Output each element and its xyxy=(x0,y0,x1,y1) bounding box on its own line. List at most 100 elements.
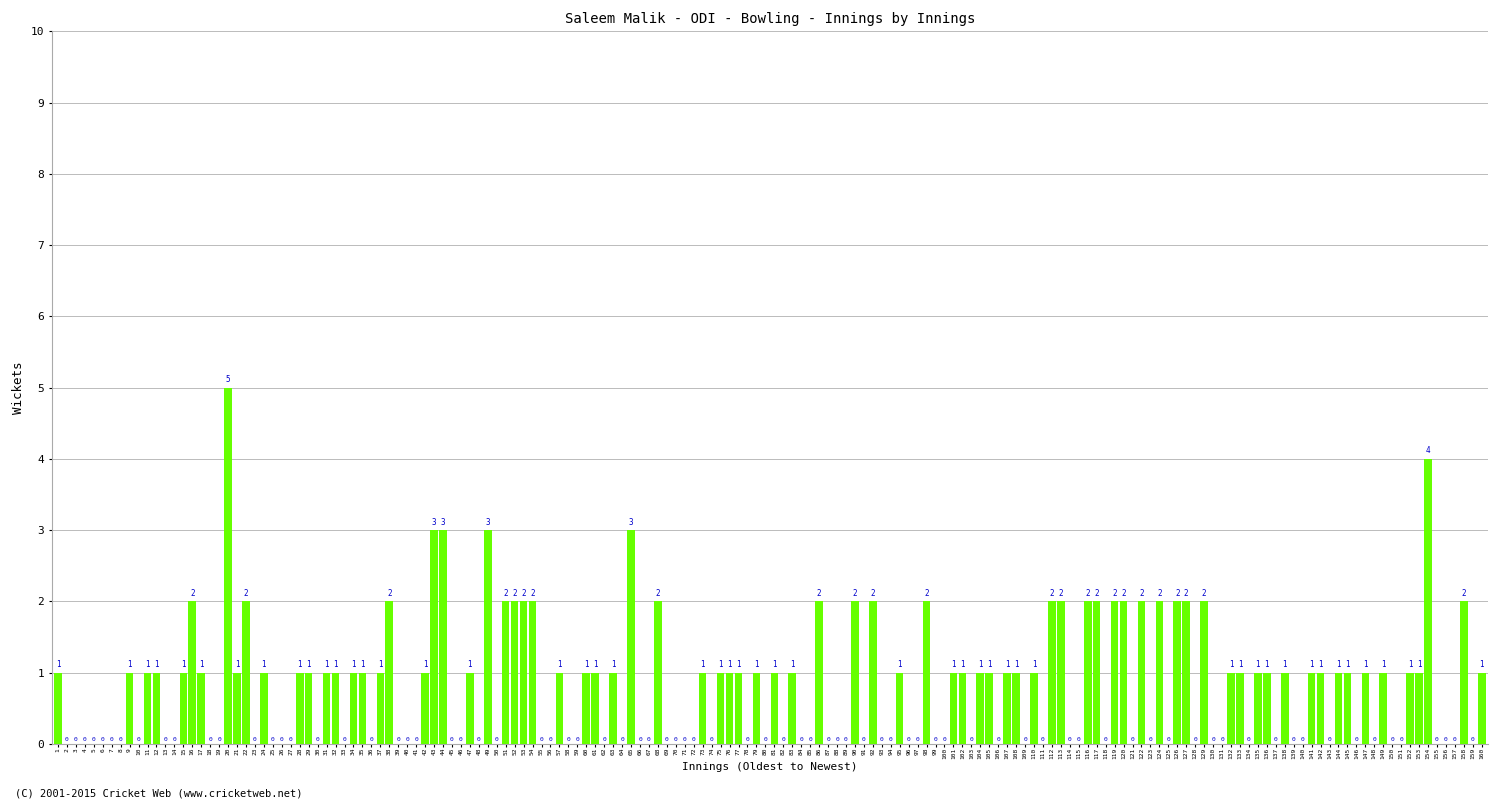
Bar xyxy=(322,673,330,744)
Text: 0: 0 xyxy=(217,738,220,742)
Text: 1: 1 xyxy=(351,660,355,669)
Text: 0: 0 xyxy=(1444,738,1448,742)
Bar xyxy=(958,673,966,744)
Text: 1: 1 xyxy=(146,660,150,669)
Text: 0: 0 xyxy=(682,738,687,742)
Text: 1: 1 xyxy=(772,660,777,669)
Bar xyxy=(1254,673,1262,744)
Bar xyxy=(1200,602,1208,744)
Text: 1: 1 xyxy=(897,660,902,669)
Text: 1: 1 xyxy=(333,660,338,669)
Text: 2: 2 xyxy=(387,589,392,598)
Text: 0: 0 xyxy=(1454,738,1456,742)
Text: 0: 0 xyxy=(459,738,464,742)
Text: 1: 1 xyxy=(297,660,302,669)
Text: 2: 2 xyxy=(522,589,526,598)
Text: 1: 1 xyxy=(1228,660,1233,669)
Text: 0: 0 xyxy=(396,738,400,742)
Bar xyxy=(627,530,634,744)
Text: 1: 1 xyxy=(182,660,186,669)
Text: 0: 0 xyxy=(836,738,839,742)
Text: 1: 1 xyxy=(324,660,328,669)
Text: 0: 0 xyxy=(1328,738,1332,742)
Bar xyxy=(430,530,438,744)
Bar xyxy=(868,602,876,744)
Text: 3: 3 xyxy=(432,518,436,526)
Text: 0: 0 xyxy=(674,738,678,742)
Text: 2: 2 xyxy=(190,589,195,598)
Text: 1: 1 xyxy=(1318,660,1323,669)
Text: 1: 1 xyxy=(468,660,472,669)
Bar xyxy=(512,602,519,744)
Text: 0: 0 xyxy=(290,738,292,742)
Text: 1: 1 xyxy=(790,660,795,669)
Bar xyxy=(1173,602,1180,744)
Text: 2: 2 xyxy=(1138,589,1144,598)
Bar xyxy=(242,602,250,744)
Text: 2: 2 xyxy=(530,589,536,598)
Bar xyxy=(232,673,242,744)
Bar xyxy=(386,602,393,744)
Bar xyxy=(350,673,357,744)
Text: 0: 0 xyxy=(603,738,606,742)
Text: 2: 2 xyxy=(852,589,856,598)
Text: 0: 0 xyxy=(118,738,123,742)
Text: 0: 0 xyxy=(164,738,168,742)
Text: (C) 2001-2015 Cricket Web (www.cricketweb.net): (C) 2001-2015 Cricket Web (www.cricketwe… xyxy=(15,788,303,798)
Text: 5: 5 xyxy=(226,375,231,384)
Text: 2: 2 xyxy=(818,589,822,598)
Bar xyxy=(1004,673,1011,744)
Text: 1: 1 xyxy=(154,660,159,669)
Text: 2: 2 xyxy=(1113,589,1118,598)
Text: 0: 0 xyxy=(996,738,1000,742)
Bar xyxy=(376,673,384,744)
Text: 1: 1 xyxy=(754,660,759,669)
Bar xyxy=(1344,673,1352,744)
Bar xyxy=(1013,673,1020,744)
Bar xyxy=(1478,673,1485,744)
Text: 0: 0 xyxy=(567,738,570,742)
Text: 0: 0 xyxy=(100,738,105,742)
Bar xyxy=(1362,673,1370,744)
Text: 0: 0 xyxy=(1300,738,1305,742)
Bar xyxy=(986,673,993,744)
Bar xyxy=(198,673,206,744)
Bar xyxy=(771,673,778,744)
Text: 1: 1 xyxy=(360,660,364,669)
Title: Saleem Malik - ODI - Bowling - Innings by Innings: Saleem Malik - ODI - Bowling - Innings b… xyxy=(564,12,975,26)
Y-axis label: Wickets: Wickets xyxy=(12,362,26,414)
Text: 1: 1 xyxy=(736,660,741,669)
Bar xyxy=(1407,673,1414,744)
Bar xyxy=(484,530,492,744)
Text: 2: 2 xyxy=(1086,589,1090,598)
Bar xyxy=(1263,673,1270,744)
Bar xyxy=(1460,602,1467,744)
Bar xyxy=(922,602,930,744)
Bar xyxy=(591,673,598,744)
Text: 0: 0 xyxy=(576,738,579,742)
X-axis label: Innings (Oldest to Newest): Innings (Oldest to Newest) xyxy=(682,762,858,772)
Bar xyxy=(582,673,590,744)
Text: 0: 0 xyxy=(692,738,696,742)
Text: 0: 0 xyxy=(1068,738,1071,742)
Text: 2: 2 xyxy=(1461,589,1466,598)
Bar xyxy=(735,673,742,744)
Text: 1: 1 xyxy=(1032,660,1036,669)
Text: 0: 0 xyxy=(620,738,624,742)
Text: 1: 1 xyxy=(1014,660,1019,669)
Text: 0: 0 xyxy=(92,738,96,742)
Bar xyxy=(1119,602,1128,744)
Bar xyxy=(789,673,796,744)
Text: 1: 1 xyxy=(1479,660,1484,669)
Bar xyxy=(153,673,160,744)
Bar xyxy=(654,602,662,744)
Text: 4: 4 xyxy=(1425,446,1431,455)
Text: 0: 0 xyxy=(1274,738,1278,742)
Text: 0: 0 xyxy=(540,738,543,742)
Text: 1: 1 xyxy=(728,660,732,669)
Bar xyxy=(1030,673,1038,744)
Text: 0: 0 xyxy=(1023,738,1028,742)
Text: 0: 0 xyxy=(1390,738,1394,742)
Text: 0: 0 xyxy=(664,738,669,742)
Text: 1: 1 xyxy=(584,660,588,669)
